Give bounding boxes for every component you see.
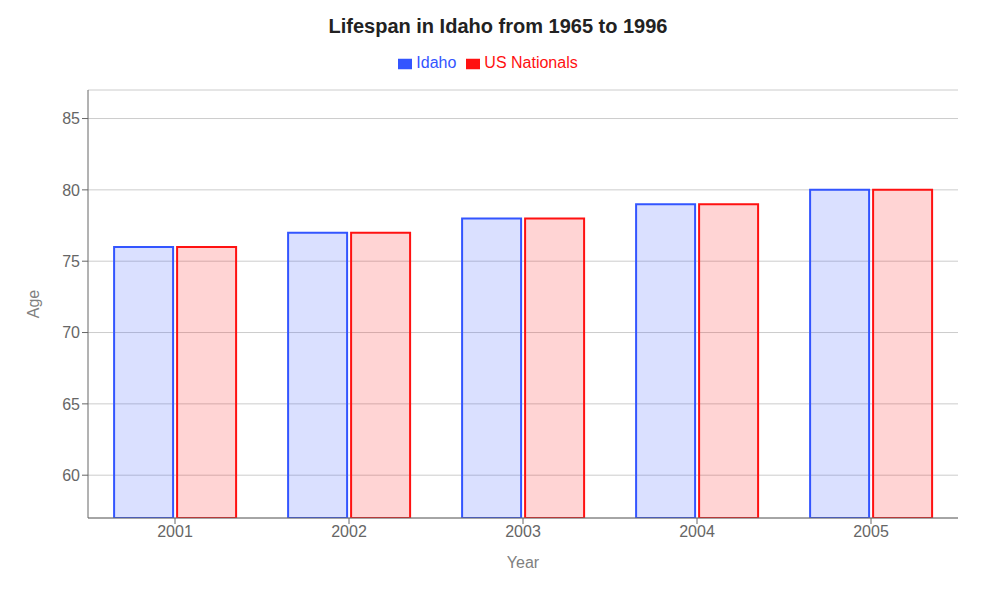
svg-text:Age: Age bbox=[25, 290, 42, 319]
svg-text:60: 60 bbox=[62, 467, 80, 484]
svg-text:Year: Year bbox=[507, 554, 540, 571]
svg-text:80: 80 bbox=[62, 182, 80, 199]
html-text:Lifespan in Idaho from 1965 to: Lifespan in Idaho from 1965 to 1996 bbox=[328, 15, 668, 37]
svg-text:2002: 2002 bbox=[331, 523, 367, 540]
svg-text:2001: 2001 bbox=[157, 523, 193, 540]
svg-text:2005: 2005 bbox=[853, 523, 889, 540]
svg-text:70: 70 bbox=[62, 324, 80, 341]
svg-text:2004: 2004 bbox=[679, 523, 715, 540]
svg-text:65: 65 bbox=[62, 396, 80, 413]
html-text:Idaho: Idaho bbox=[416, 54, 457, 71]
svg-text:2003: 2003 bbox=[505, 523, 541, 540]
svg-text:75: 75 bbox=[62, 253, 80, 270]
html-text:US Nationals: US Nationals bbox=[484, 54, 578, 71]
svg-text:85: 85 bbox=[62, 110, 80, 127]
